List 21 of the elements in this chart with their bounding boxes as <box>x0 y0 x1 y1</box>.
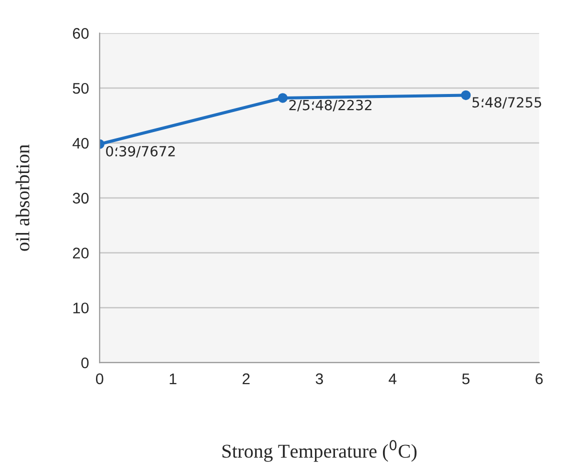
x-tick-label: 6 <box>536 373 543 384</box>
x-axis-title: Strong Temperature ($^{0}$C) <box>222 440 417 462</box>
x-tick-label: 1 <box>170 374 176 384</box>
y-axis-title: oil absorbtion <box>16 144 30 251</box>
y-tick-label: 60 <box>72 28 89 39</box>
y-tick-label: 30 <box>72 192 89 204</box>
x-tick-label: 4 <box>388 374 396 384</box>
y-tick-label: 50 <box>72 82 89 94</box>
y-tick-label: 0 <box>81 357 89 368</box>
point <box>278 93 288 103</box>
y-tick-label: 20 <box>72 248 89 258</box>
annotation: 2/5؛48/2232 <box>289 100 372 112</box>
y-tick-label: 10 <box>73 302 89 314</box>
annotation: 0؛39/7672 <box>106 146 175 158</box>
y-tick-label: 40 <box>72 138 89 149</box>
x-tick-label: 0 <box>96 373 104 384</box>
x-tick-label: 5 <box>462 374 470 384</box>
x-tick-label: 3 <box>316 373 323 384</box>
x-tick-label: 2 <box>242 373 250 384</box>
point <box>461 90 471 100</box>
annotation: 5؛48/7255 <box>472 97 542 109</box>
